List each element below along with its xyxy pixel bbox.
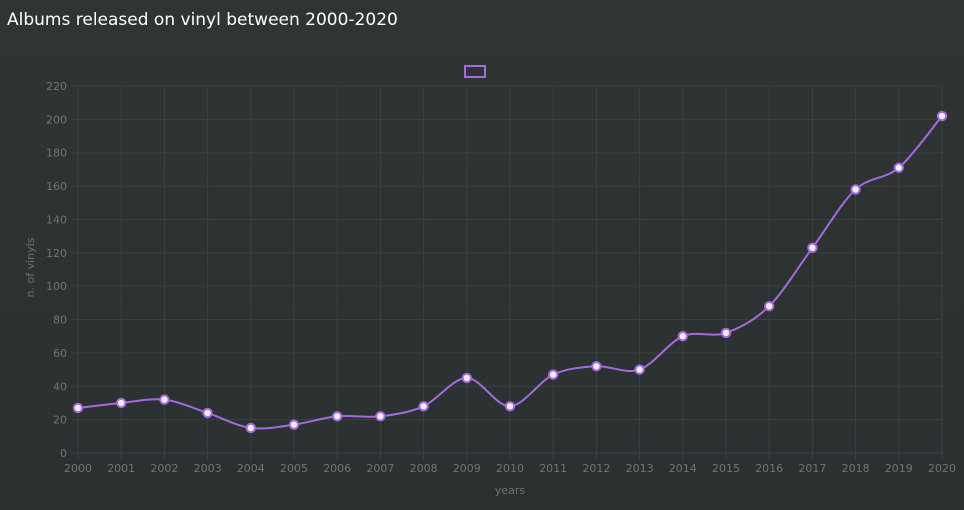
data-point[interactable] — [418, 401, 429, 412]
x-tick-label: 2014 — [669, 462, 697, 475]
data-point[interactable] — [720, 327, 732, 339]
data-point[interactable] — [591, 361, 602, 372]
y-tick-label: 160 — [46, 180, 67, 193]
chart-title: Albums released on vinyl between 2000-20… — [7, 10, 398, 30]
data-point[interactable] — [504, 401, 516, 412]
y-tick-label: 220 — [46, 80, 67, 93]
x-tick-label: 2016 — [755, 462, 783, 475]
data-point[interactable] — [850, 184, 861, 195]
x-tick-label: 2004 — [237, 462, 265, 475]
data-point[interactable] — [936, 110, 948, 122]
x-tick-label: 2006 — [323, 462, 351, 475]
y-tick-label: 180 — [46, 147, 67, 160]
data-point[interactable] — [159, 394, 170, 405]
data-point[interactable] — [72, 402, 84, 414]
legend-swatch[interactable] — [464, 65, 486, 78]
data-point[interactable] — [332, 411, 343, 422]
x-tick-label: 2007 — [366, 462, 394, 475]
x-tick-label: 2015 — [712, 462, 740, 475]
data-point[interactable] — [245, 422, 257, 434]
data-point[interactable] — [807, 242, 818, 254]
points-layer — [72, 110, 948, 434]
x-tick-label: 2008 — [410, 462, 438, 475]
x-tick-label: 2001 — [107, 462, 135, 475]
x-tick-label: 2009 — [453, 462, 481, 475]
x-axis-label: years — [495, 484, 526, 497]
y-tick-label: 200 — [46, 113, 67, 126]
x-tick-label: 2000 — [64, 462, 92, 475]
y-tick-label: 100 — [46, 280, 67, 293]
y-tick-label: 20 — [53, 414, 67, 427]
data-point[interactable] — [764, 301, 775, 312]
x-tick-label: 2013 — [626, 462, 654, 475]
x-tick-label: 2011 — [539, 462, 567, 475]
data-point[interactable] — [548, 369, 559, 380]
x-tick-label: 2002 — [150, 462, 178, 475]
x-tick-label: 2017 — [798, 462, 826, 475]
y-axis-label: n. of vinyls — [24, 237, 37, 297]
y-tick-label: 0 — [60, 447, 67, 460]
data-point[interactable] — [893, 162, 904, 173]
y-tick-label: 140 — [46, 213, 67, 226]
y-tick-label: 120 — [46, 247, 67, 260]
x-tick-label: 2003 — [194, 462, 222, 475]
data-point[interactable] — [677, 331, 688, 342]
legend[interactable] — [464, 65, 486, 78]
axis-layer: 0 20 40 60 80 100 120 140 160 180 200 220 2000 2001 20… — [46, 80, 956, 475]
y-tick-label: 80 — [53, 314, 67, 327]
data-point[interactable] — [634, 364, 645, 375]
y-tick-label: 60 — [53, 347, 67, 360]
data-point[interactable] — [461, 372, 472, 384]
y-tick-label: 40 — [53, 380, 67, 393]
x-tick-label: 2005 — [280, 462, 308, 475]
grid-layer — [71, 85, 943, 460]
x-tick-label: 2020 — [928, 462, 956, 475]
x-tick-label: 2019 — [885, 462, 913, 475]
x-tick-label: 2010 — [496, 462, 524, 475]
data-point[interactable] — [288, 419, 300, 430]
data-point[interactable] — [202, 407, 213, 419]
x-tick-label: 2018 — [842, 462, 870, 475]
x-tick-label: 2012 — [582, 462, 610, 475]
data-point[interactable] — [375, 411, 386, 422]
data-point[interactable] — [116, 397, 127, 409]
